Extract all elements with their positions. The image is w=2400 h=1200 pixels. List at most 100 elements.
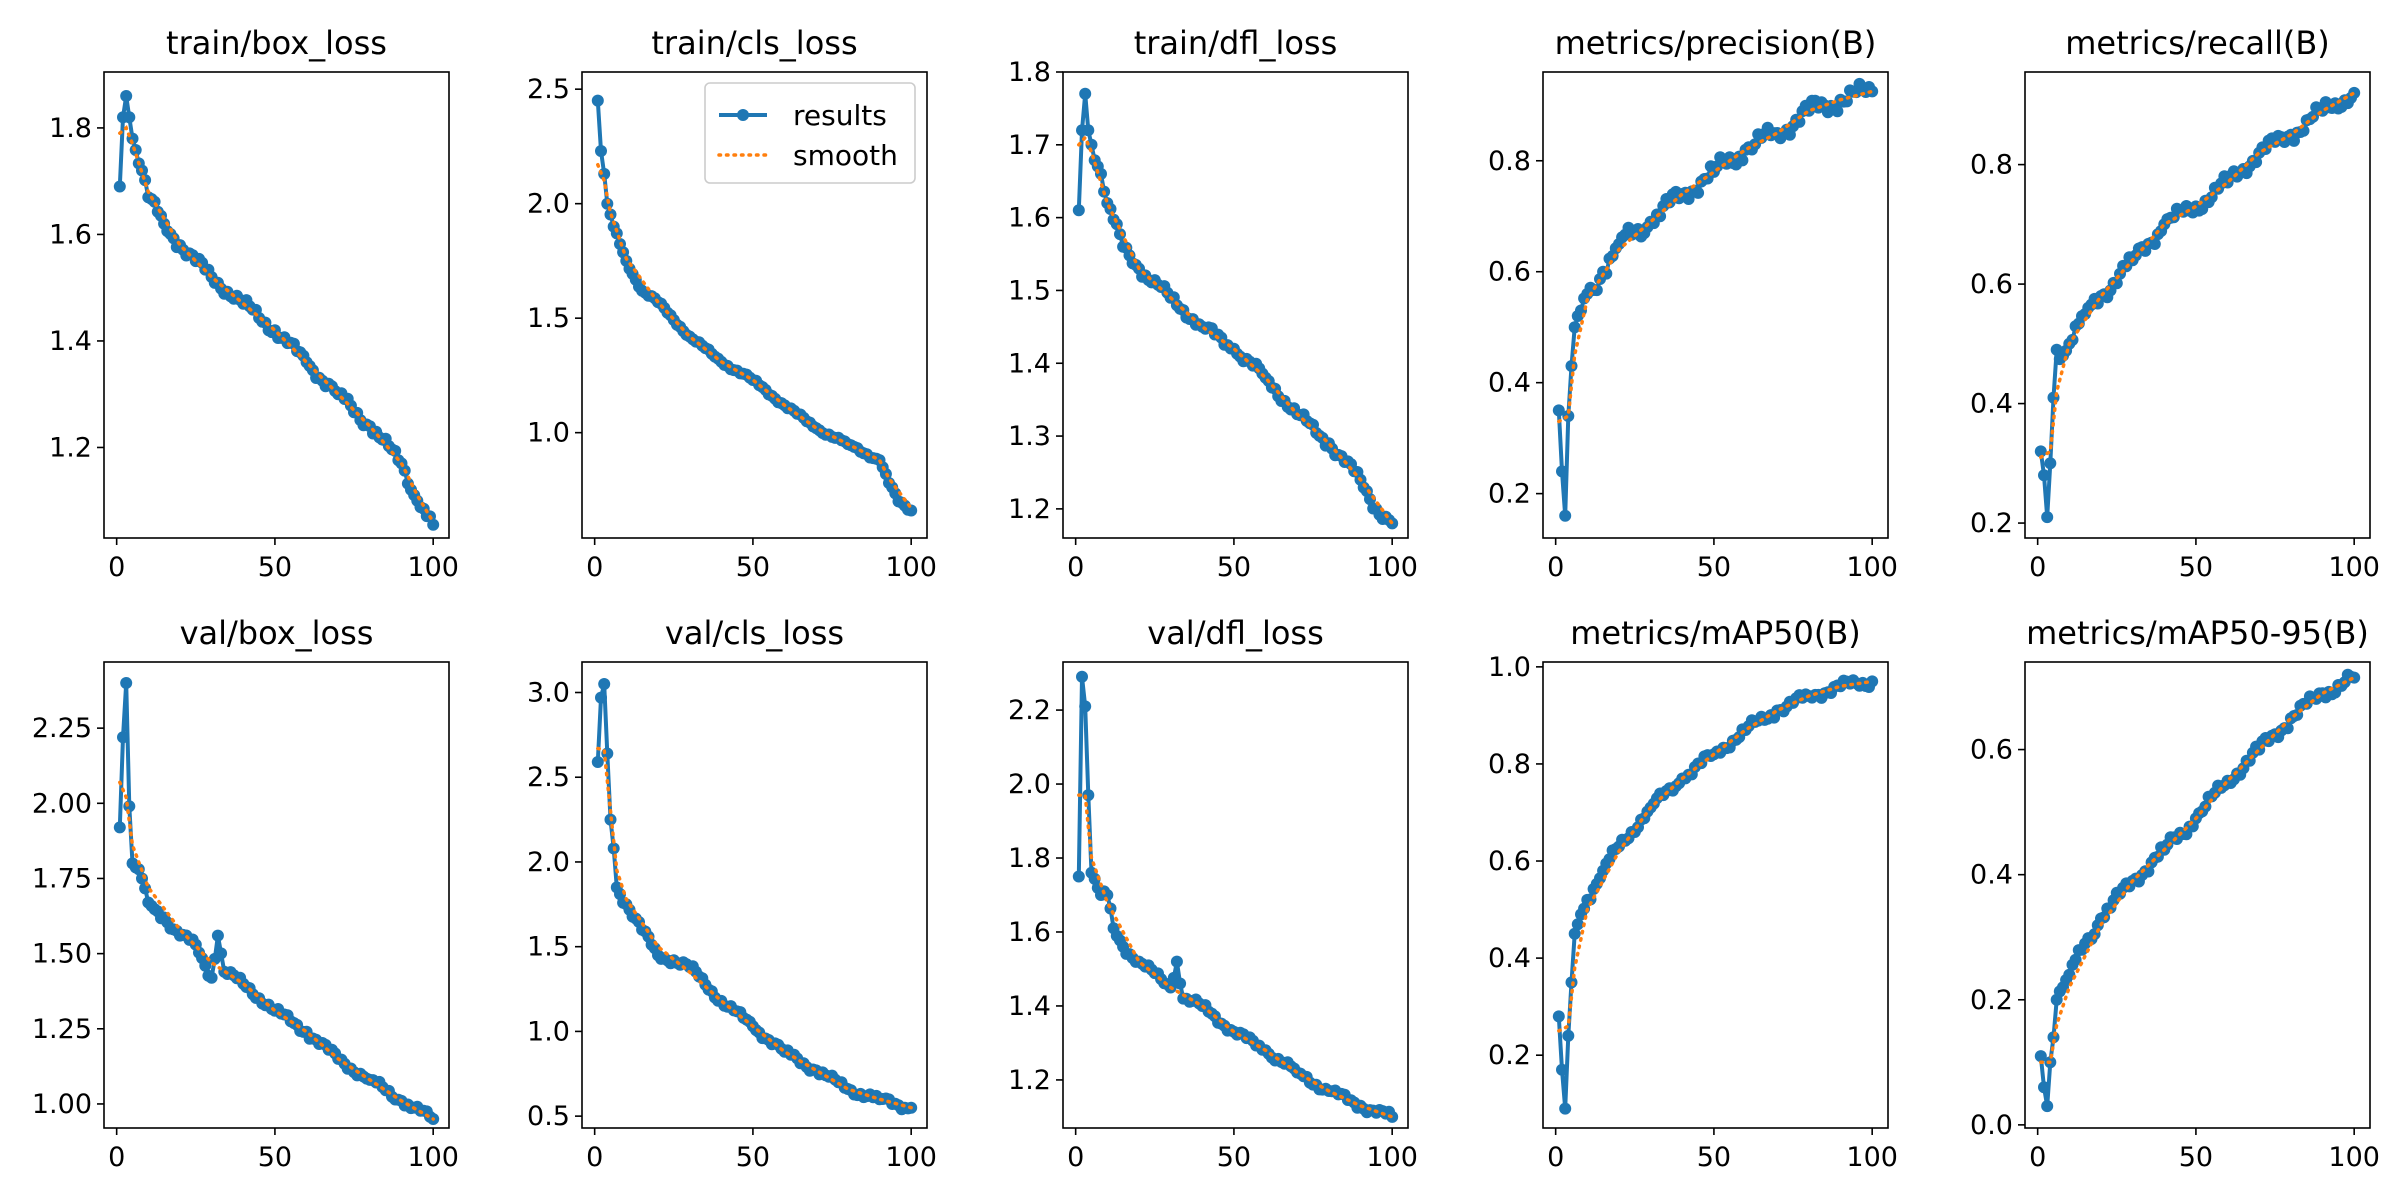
results-point	[1552, 1010, 1565, 1023]
results-point	[2142, 865, 2155, 878]
subplot-3: train/dfl_loss 0 50 100 1.2 1.3 1.4 1.5 1.6 1.7 1.…	[1008, 24, 1418, 583]
results-series-line	[1076, 674, 1394, 1118]
y-tick-label: 1.6	[1008, 203, 1051, 234]
x-tick-label: 0	[108, 552, 125, 583]
subplot-title: metrics/mAP50-95(B)	[2026, 614, 2369, 652]
results-point	[591, 94, 604, 107]
results-point	[2148, 238, 2161, 250]
y-tick-label: 1.4	[1008, 348, 1051, 379]
y-tick-label: 0.2	[1488, 479, 1531, 510]
subplot-title: val/box_loss	[180, 614, 374, 652]
results-point	[1552, 404, 1565, 417]
results-series-line	[1556, 678, 1874, 1111]
results-point	[2044, 457, 2057, 470]
y-tick-label: 0.6	[1970, 735, 2013, 766]
x-tick-label: 100	[1846, 552, 1898, 583]
results-point	[2205, 191, 2218, 204]
axes-frame	[581, 661, 928, 1129]
y-tick-label: 1.6	[1008, 917, 1051, 948]
results-series-line	[117, 681, 435, 1121]
results-point	[123, 111, 136, 124]
y-tick-label: 1.4	[49, 326, 92, 357]
smooth-series-line	[1077, 134, 1394, 526]
results-point	[2034, 1050, 2047, 1063]
results-series-line	[2038, 672, 2355, 1109]
results-point	[113, 821, 126, 834]
results-point	[1866, 675, 1879, 688]
results-point	[1559, 1102, 1572, 1115]
x-tick-label: 0	[2029, 1142, 2046, 1173]
y-tick-label: 0.4	[1488, 943, 1531, 974]
y-tick-label: 1.2	[49, 432, 92, 463]
results-point	[1568, 927, 1581, 940]
results-point	[2038, 469, 2050, 482]
results-point	[1654, 210, 1667, 223]
x-tick-label: 100	[2328, 1142, 2380, 1173]
results-point	[2041, 1100, 2054, 1113]
y-tick-label: 2.0	[1008, 769, 1051, 800]
y-tick-label: 0.2	[1970, 985, 2013, 1016]
y-tick-label: 0.4	[1970, 860, 2013, 891]
results-point	[1082, 124, 1095, 137]
axes-frame	[1542, 661, 1889, 1129]
y-tick-label: 0.8	[1488, 749, 1531, 780]
x-tick-label: 100	[407, 552, 459, 583]
legend-label-results: results	[793, 99, 887, 132]
results-point	[215, 947, 228, 960]
y-tick-label: 1.25	[32, 1014, 92, 1045]
x-tick-label: 50	[258, 552, 292, 583]
x-tick-label: 100	[1846, 1142, 1898, 1173]
y-tick-label: 1.6	[49, 219, 92, 250]
x-tick-label: 0	[2029, 552, 2046, 583]
subplot-title: train/dfl_loss	[1134, 24, 1338, 62]
x-tick-label: 0	[1067, 552, 1084, 583]
y-tick-label: 2.5	[527, 762, 570, 793]
x-tick-label: 100	[1366, 1142, 1418, 1173]
subplot-5: metrics/recall(B) 0 50 100 0.2 0.4 0.6 0.8	[1970, 24, 2380, 583]
x-tick-label: 100	[885, 552, 937, 583]
y-tick-label: 1.50	[32, 939, 92, 970]
x-tick-label: 0	[1547, 1142, 1564, 1173]
x-tick-label: 100	[407, 1142, 459, 1173]
results-series-line	[117, 94, 436, 526]
subplot-8: val/dfl_loss 0 50 100 1.2 1.4 1.6 1.8 2.0 2.2	[1008, 614, 1418, 1173]
axes-frame	[1062, 661, 1409, 1129]
results-point	[1079, 700, 1092, 713]
results-point	[1556, 465, 1568, 478]
results-point	[120, 90, 133, 102]
results-point	[427, 518, 440, 531]
results-point	[2041, 511, 2054, 524]
axes-frame	[103, 661, 450, 1129]
y-tick-label: 2.5	[527, 74, 570, 105]
x-tick-label: 0	[586, 552, 603, 583]
results-point	[1831, 105, 1844, 118]
smooth-series-line	[1557, 679, 1874, 1033]
results-point	[1556, 1063, 1568, 1076]
subplot-1: train/box_loss 0 50 100 1.2 1.4 1.6 1.8	[49, 24, 459, 583]
results-point	[2110, 277, 2123, 290]
legend-label-smooth: smooth	[793, 139, 898, 172]
x-tick-label: 50	[1217, 1142, 1251, 1173]
results-point	[1736, 154, 1749, 167]
subplot-title: metrics/recall(B)	[2065, 24, 2330, 62]
y-tick-label: 1.75	[32, 863, 92, 894]
y-tick-label: 0.8	[1970, 150, 2013, 181]
subplot-title: metrics/precision(B)	[1555, 24, 1877, 62]
results-point	[598, 678, 611, 690]
subplot-2: train/cls_loss 0 50 100 1.0 1.5 2.0 2.5 results s…	[527, 24, 937, 583]
results-point	[1571, 918, 1584, 931]
results-point	[591, 756, 604, 768]
y-tick-label: 0.2	[1488, 1040, 1531, 1071]
y-tick-label: 2.25	[32, 713, 92, 744]
y-tick-label: 1.2	[1008, 1065, 1051, 1096]
results-point	[1114, 228, 1126, 241]
results-point	[1079, 87, 1092, 100]
results-point	[1568, 321, 1581, 334]
smooth-series-line	[2039, 91, 2356, 460]
results-point	[595, 145, 607, 157]
x-tick-label: 0	[1547, 552, 1564, 583]
y-tick-label: 0.8	[1488, 146, 1531, 177]
y-tick-label: 3.0	[527, 678, 570, 709]
y-tick-label: 1.0	[527, 1016, 570, 1047]
y-tick-label: 0.6	[1970, 269, 2013, 300]
